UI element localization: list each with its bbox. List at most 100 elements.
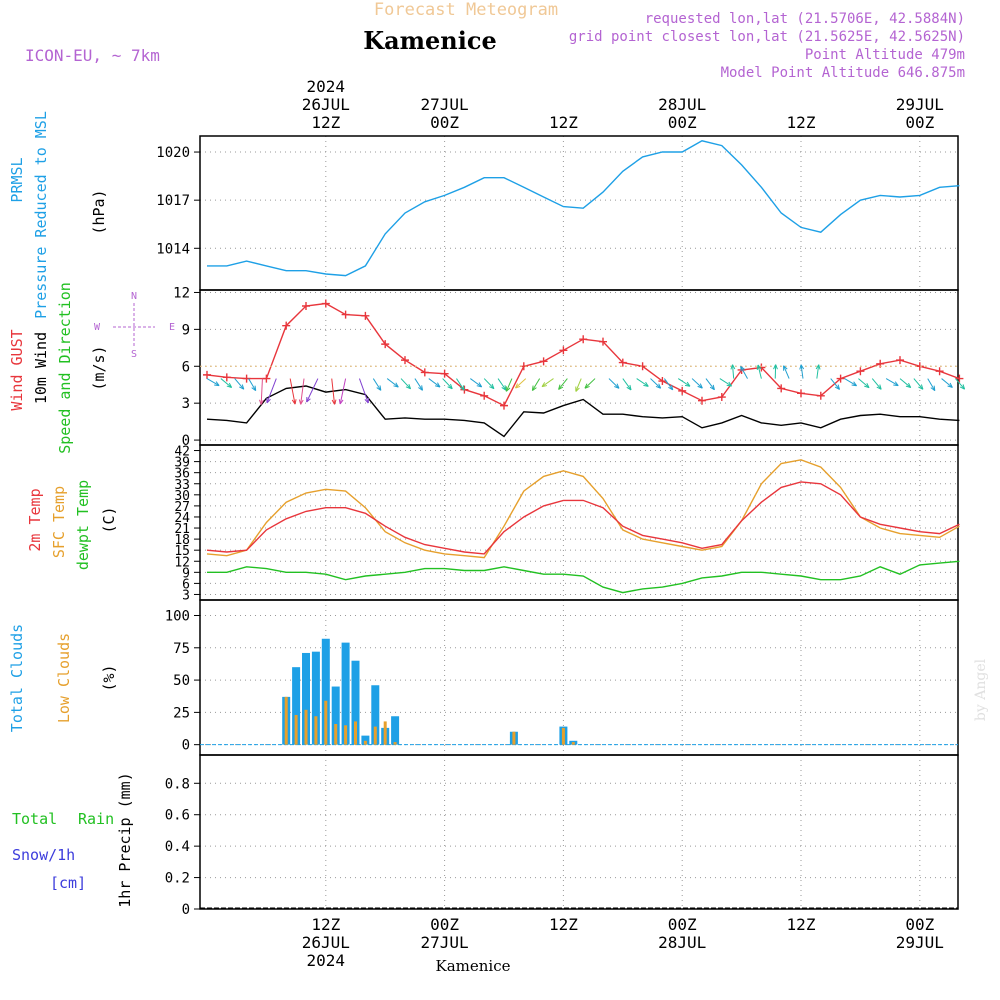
- wind-arrow-head: [505, 387, 511, 392]
- top-axis-label: 12Z: [787, 113, 816, 132]
- wind-arrow-head: [258, 399, 262, 405]
- wind-arrow-head: [686, 381, 691, 387]
- y-tick-label: 1014: [156, 241, 190, 257]
- wind-direction-arrow: [260, 378, 263, 405]
- y-tick-label: 0.6: [165, 808, 190, 824]
- y-tick-label: 50: [173, 673, 190, 689]
- wind-arrow-head: [531, 385, 534, 391]
- y-tick-label: 21: [174, 522, 190, 537]
- dewpt-line: [207, 560, 960, 594]
- wind-dir-label: Speed and Direction: [56, 282, 74, 454]
- compass-e: E: [169, 322, 175, 333]
- bottom-axis-label: 27JUL: [421, 933, 469, 952]
- wind-line: [206, 385, 960, 438]
- wind-arrow-head: [462, 385, 465, 391]
- wind-arrow-head: [732, 364, 736, 370]
- wind-arrow-head: [515, 383, 519, 389]
- wind-arrow-head: [339, 399, 344, 405]
- wind-arrow-head: [783, 365, 788, 370]
- gust-marker: [242, 374, 251, 383]
- gust-marker: [420, 368, 429, 377]
- wind-arrow-head: [214, 384, 220, 387]
- wind-arrow-head: [757, 364, 762, 370]
- gust-marker: [401, 356, 409, 365]
- pressure-line: [207, 140, 960, 277]
- y-tick-label: 24: [174, 511, 190, 526]
- top-axis-label: 12Z: [549, 113, 578, 132]
- wind-arrow-head: [504, 385, 507, 391]
- bottom-axis-label: 00Z: [430, 915, 459, 934]
- wind-arrow-head: [799, 364, 802, 370]
- t2m-label: 2m Temp: [26, 488, 44, 551]
- wind-arrow-head: [260, 399, 264, 405]
- wind-direction-arrow: [955, 378, 965, 390]
- wind-arrow-head: [491, 383, 495, 389]
- total-cloud-bar: [361, 735, 370, 745]
- t2m-line: [206, 481, 960, 555]
- wind-arrow-head: [575, 387, 580, 392]
- y-tick-label: 6: [182, 359, 190, 375]
- wind-arrow-head: [614, 386, 620, 389]
- wind-arrow-head: [393, 385, 399, 388]
- wind-direction-arrow: [358, 378, 369, 404]
- wind-arrow-head: [364, 399, 369, 404]
- wind-arrow-head: [905, 385, 911, 389]
- wind-arrow-head: [215, 381, 220, 386]
- wind-arrow-head: [450, 383, 453, 389]
- bottom-axis-label: 12Z: [311, 915, 340, 934]
- wind-direction-arrow: [927, 378, 936, 391]
- wind-arrow-head: [338, 398, 341, 405]
- y-tick-label: 39: [174, 456, 190, 471]
- precip-snow-label: Snow/1h: [12, 846, 75, 864]
- wind-arrow-head: [437, 382, 441, 388]
- wind-arrow-head: [405, 386, 411, 390]
- y-tick-label: 0: [182, 902, 190, 918]
- low-cloud-bar: [373, 726, 377, 745]
- wind-arrow-head: [501, 387, 507, 391]
- wind-direction-arrow: [483, 378, 495, 389]
- gust-marker: [915, 362, 924, 371]
- wind-direction-arrow: [386, 378, 399, 388]
- gust-marker: [618, 358, 627, 367]
- wind-arrow-head: [959, 386, 965, 390]
- bottom-axis-label: 2024: [307, 951, 346, 970]
- wind-arrow-head: [294, 399, 297, 405]
- low-cloud-bar: [571, 742, 575, 745]
- wind-arrow-head: [584, 383, 588, 389]
- y-tick-label: 18: [174, 533, 190, 548]
- wind-arrow-head: [837, 384, 840, 390]
- wind-arrow-head: [730, 364, 733, 370]
- wind-arrow-head: [756, 364, 759, 371]
- wind-direction-arrow: [234, 378, 245, 390]
- wind-arrow-head: [740, 366, 742, 372]
- compass-w: W: [94, 322, 101, 333]
- wind-arrow-head: [331, 399, 335, 405]
- wind-direction-arrow: [871, 378, 882, 390]
- wind-arrow-head: [918, 386, 924, 390]
- gridpoint-coords: grid point closest lon,lat (21.5625E, 42…: [569, 29, 965, 45]
- wind-direction-arrow: [677, 378, 691, 387]
- low-cloud-bar: [512, 731, 516, 745]
- wind-arrow-head: [395, 382, 399, 388]
- wind-direction-arrow: [705, 378, 715, 391]
- wind-direction-arrow: [248, 378, 257, 391]
- wind-label: 10m Wind: [32, 332, 50, 404]
- top-axis-label: 26JUL: [302, 95, 350, 114]
- gust-marker: [579, 335, 588, 344]
- pressure-unit: (hPa): [90, 189, 108, 234]
- wind-arrow-head: [228, 382, 233, 388]
- wind-arrow-head: [920, 384, 924, 390]
- wind-direction-arrow: [331, 378, 336, 405]
- total-cloud-bar: [311, 651, 320, 745]
- total-cloud-bar: [341, 642, 350, 745]
- wind-arrow-head: [655, 385, 661, 389]
- y-tick-label: 9: [182, 566, 190, 581]
- wind-direction-arrow: [691, 378, 703, 389]
- bottom-axis-label: 26JUL: [302, 933, 350, 952]
- gust-marker: [797, 389, 805, 398]
- top-axis-label: 29JUL: [896, 95, 944, 114]
- super-title: Forecast Meteogram: [374, 0, 558, 20]
- wind-arrow-head: [298, 399, 302, 405]
- wind-direction-arrow: [757, 364, 762, 379]
- gust-marker: [480, 391, 489, 400]
